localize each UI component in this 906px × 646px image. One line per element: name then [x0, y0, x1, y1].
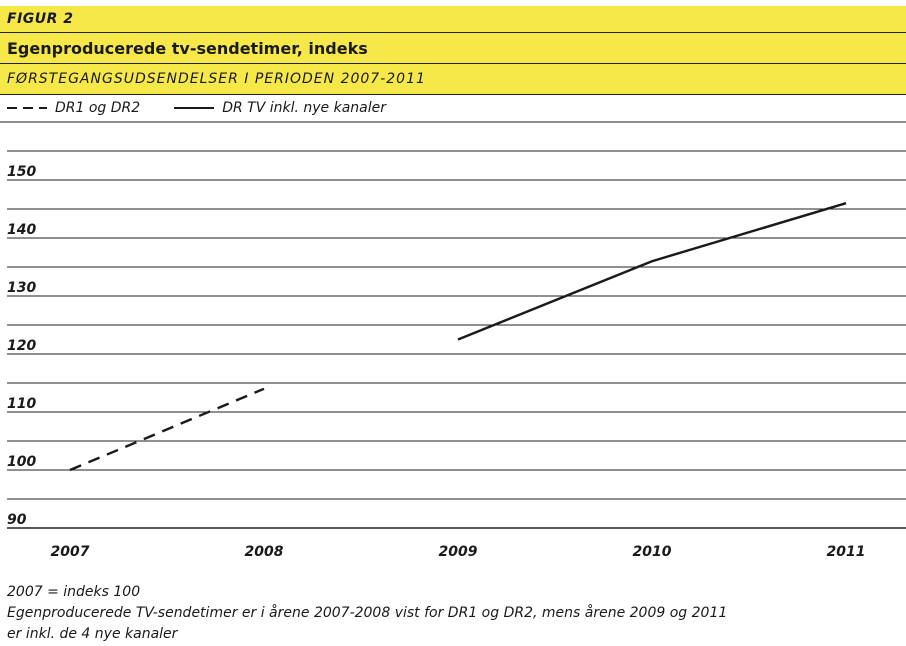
- x-tick-label: 2011: [827, 544, 866, 560]
- dashed-line-icon: [7, 107, 47, 109]
- chart-subtitle: FØRSTEGANGSUDSENDELSER I PERIODEN 2007-2…: [7, 71, 426, 87]
- chart-subtitle-band: FØRSTEGANGSUDSENDELSER I PERIODEN 2007-2…: [0, 64, 906, 94]
- x-tick-label: 2009: [439, 544, 478, 560]
- y-tick-label: 110: [7, 396, 36, 412]
- note-line: er inkl. de 4 nye kanaler: [7, 626, 178, 642]
- legend-label: DR TV inkl. nye kanaler: [222, 100, 387, 116]
- y-tick-label: 130: [7, 280, 36, 296]
- y-tick-label: 90: [7, 512, 27, 528]
- figure-label-band: FIGUR 2: [0, 6, 906, 32]
- note-line: Egenproducerede TV-sendetimer er i årene…: [7, 605, 728, 621]
- legend-item-solid: DR TV inkl. nye kanaler: [174, 100, 386, 116]
- y-tick-label: 100: [7, 454, 36, 470]
- x-tick-label: 2010: [633, 544, 672, 560]
- legend-item-dashed: DR1 og DR2: [7, 100, 140, 116]
- y-tick-label: 150: [7, 164, 36, 180]
- chart-title-band: Egenproducerede tv-sendetimer, indeks: [0, 33, 906, 63]
- x-tick-label: 2007: [51, 544, 90, 560]
- divider: [0, 63, 906, 64]
- y-tick-label: 120: [7, 338, 36, 354]
- legend-label: DR1 og DR2: [55, 100, 141, 116]
- chart-notes: 2007 = indeks 100 Egenproducerede TV-sen…: [7, 582, 903, 645]
- divider: [0, 94, 906, 95]
- series-line-dr1-dr2: [69, 387, 265, 472]
- divider: [0, 32, 906, 33]
- x-tick-label: 2008: [245, 544, 284, 560]
- figure-label: FIGUR 2: [7, 11, 74, 27]
- note-index: 2007 = indeks 100: [7, 584, 141, 600]
- legend: DR1 og DR2 DR TV inkl. nye kanaler: [7, 96, 420, 120]
- solid-line-icon: [174, 107, 215, 109]
- chart-title: Egenproducerede tv-sendetimer, indeks: [7, 38, 368, 58]
- line-chart: 90 100 110 120 130 140 150 2007 2008 2009 2010 2011: [0, 121, 906, 560]
- y-tick-label: 140: [7, 222, 36, 238]
- series-line-dr-tv: [457, 202, 847, 341]
